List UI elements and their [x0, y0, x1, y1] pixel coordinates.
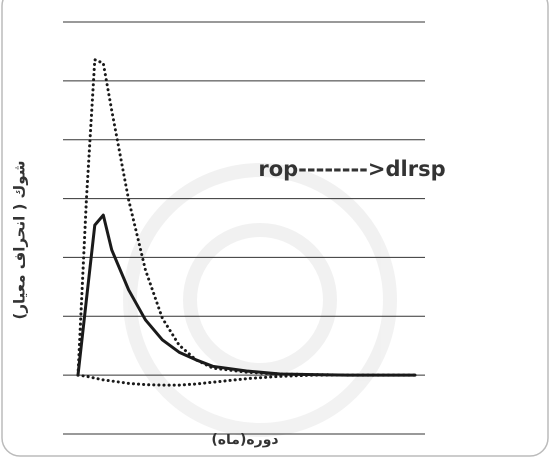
x-axis-label: دوره(ماه): [211, 432, 278, 448]
watermark: [123, 163, 397, 437]
series-line: [76, 373, 417, 387]
y-axis-label: شوك ( انحراف معيار): [11, 161, 29, 320]
series-line: [76, 213, 417, 377]
series-line: [76, 58, 417, 377]
annotation: rop-------->dlrsp: [258, 157, 445, 181]
